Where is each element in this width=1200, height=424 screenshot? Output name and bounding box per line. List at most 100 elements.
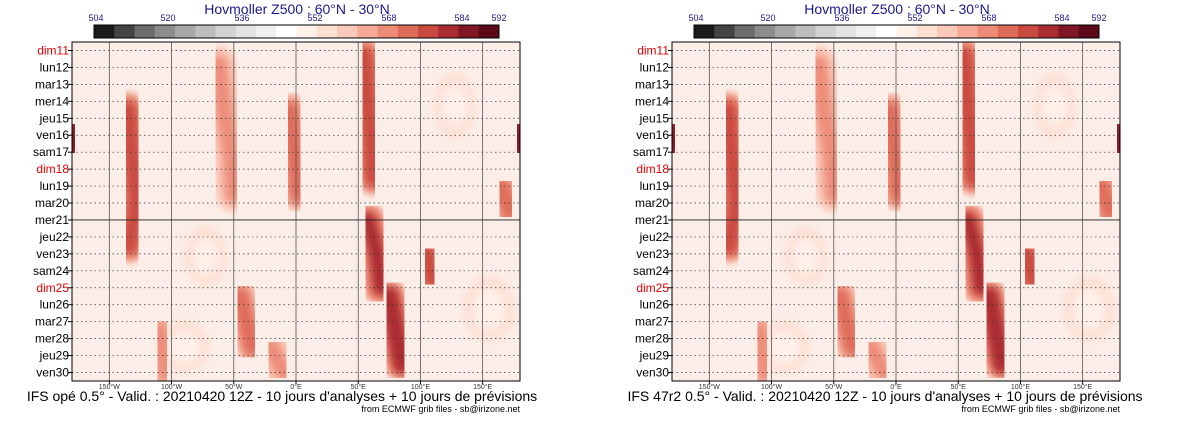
x-tick-label: 150°E	[473, 383, 492, 391]
chart-caption: IFS 47r2 0.5° - Valid. : 20210420 12Z - …	[627, 388, 1142, 404]
colorbar-swatch	[775, 25, 796, 38]
y-tick-label: lun12	[640, 60, 670, 74]
colorbar-swatch	[154, 25, 176, 38]
source-credit: from ECMWF grib files - sb@irizone.net	[961, 404, 1120, 414]
y-tick-label: lun26	[40, 298, 70, 312]
y-tick-label: mar13	[35, 77, 69, 91]
colorbar-swatch	[694, 25, 715, 38]
y-tick-label: ven23	[636, 247, 669, 261]
trough-contour	[1041, 84, 1068, 127]
colorbar-swatch	[215, 25, 237, 38]
colorbar-label: 520	[160, 13, 175, 23]
ridge-contour	[264, 340, 291, 379]
colorbar-label: 568	[981, 13, 996, 23]
colorbar-label: 520	[760, 13, 775, 23]
ridge-contour	[382, 289, 409, 371]
chart-title: Hovmoller Z500 : 60°N - 30°N	[204, 1, 390, 17]
y-tick-label: lun19	[640, 179, 670, 193]
x-tick-label: 100°E	[1011, 383, 1030, 391]
colorbar-swatch	[896, 25, 918, 38]
colorbar-swatch	[418, 25, 439, 38]
x-tick-label: 0°E	[290, 383, 302, 391]
colorbar-label: 584	[454, 13, 469, 23]
colorbar-swatch	[714, 25, 735, 38]
ridge-contour	[420, 247, 440, 286]
trough-contour	[441, 84, 468, 127]
ridge-contour	[1020, 247, 1040, 286]
colorbar-swatch	[876, 25, 897, 38]
plot-frame	[671, 41, 1121, 382]
y-tick-label: ven23	[36, 247, 69, 261]
x-tick-label: 150°W	[699, 383, 720, 391]
y-tick-label: mer21	[35, 213, 69, 227]
colorbar-label: 536	[234, 13, 249, 23]
colorbar-label: 568	[381, 13, 396, 23]
y-tick-label: sam17	[33, 145, 69, 159]
y-tick-label: dim25	[636, 281, 669, 295]
colorbar-swatch	[754, 25, 776, 38]
x-tick-label: 150°W	[99, 383, 120, 391]
y-tick-label: sam24	[633, 264, 669, 278]
ridge-contour	[152, 323, 172, 379]
colorbar-swatch	[195, 25, 216, 38]
colorbar-swatch	[478, 25, 500, 38]
ridge-contour	[833, 289, 859, 354]
colorbar-swatch	[835, 25, 857, 38]
colorbar-label: 592	[491, 13, 506, 23]
ridge-contour	[982, 289, 1009, 371]
ridge-contour	[812, 57, 841, 201]
colorbar-label: 504	[88, 13, 103, 23]
ridge-contour	[961, 213, 988, 295]
hovmoller-chart-ope: Hovmoller Z500 : 60°N - 30°N 504 520 536…	[27, 1, 537, 414]
y-tick-label: mar27	[35, 315, 69, 329]
hovmoller-panel-ope: Hovmoller Z500 : 60°N - 30°N 504 520 536…	[27, 1, 537, 414]
chart-title: Hovmoller Z500 : 60°N - 30°N	[804, 1, 990, 17]
source-credit: from ECMWF grib files - sb@irizone.net	[361, 404, 520, 414]
colorbar: 504 520 536 552 568 584 592	[88, 13, 507, 39]
trough-contour	[192, 237, 219, 276]
y-tick-label: jeu15	[39, 111, 70, 125]
colorbar-swatch	[296, 25, 318, 38]
colorbar-swatch	[1078, 25, 1100, 38]
colorbar-swatch	[1038, 25, 1059, 38]
y-tick-label: jeu29	[639, 349, 670, 363]
colorbar-swatch	[337, 25, 358, 38]
x-tick-label: 100°W	[761, 383, 782, 391]
x-tick-label: 50°W	[825, 383, 843, 391]
ridge-contour	[883, 103, 905, 201]
trough-contour	[1072, 288, 1106, 330]
y-tick-label: jeu15	[639, 111, 670, 125]
ridge-contour	[1094, 179, 1117, 218]
ridge-contour	[361, 213, 388, 295]
y-tick-label: dim18	[36, 162, 69, 176]
y-tick-label: mer14	[635, 94, 669, 108]
y-tick-label: mar20	[635, 196, 669, 210]
colorbar-swatch	[977, 25, 999, 38]
y-tick-label: mar20	[35, 196, 69, 210]
colorbar-label: 552	[907, 13, 922, 23]
y-tick-label: ven16	[36, 128, 69, 142]
colorbar-swatch	[397, 25, 419, 38]
y-tick-label: mer28	[35, 332, 69, 346]
ridge-contour	[721, 103, 744, 252]
colorbar-frame	[93, 24, 500, 39]
colorbar-swatch	[276, 25, 297, 38]
ridge-contour	[212, 57, 241, 201]
colorbar-swatch	[134, 25, 156, 38]
colorbar-swatch	[815, 25, 837, 38]
ridge-contour	[494, 179, 517, 218]
plot-area: 150°W 100°W 50°W 0°E 50°E 100°E 150°E dim11 lun1…	[33, 41, 521, 391]
colorbar-label: 584	[1054, 13, 1069, 23]
colorbar-swatch	[357, 25, 378, 38]
colorbar-label: 536	[834, 13, 849, 23]
y-tick-label: mer21	[635, 213, 669, 227]
colorbar-swatch	[1018, 25, 1039, 38]
y-tick-label: sam17	[633, 145, 669, 159]
plot-area: 150°W 100°W 50°W 0°E 50°E 100°E 150°E dim11 lun1…	[633, 41, 1121, 391]
ridge-contour	[752, 323, 772, 379]
colorbar-swatch	[734, 25, 756, 38]
y-tick-label: jeu22	[639, 230, 670, 244]
hovmoller-panel-47r2: Hovmoller Z500 : 60°N - 30°N 504 520 536…	[600, 0, 1200, 424]
ridge-contour	[864, 340, 891, 379]
hovmoller-chart-47r2: Hovmoller Z500 : 60°N - 30°N 504 520 536…	[627, 1, 1142, 414]
